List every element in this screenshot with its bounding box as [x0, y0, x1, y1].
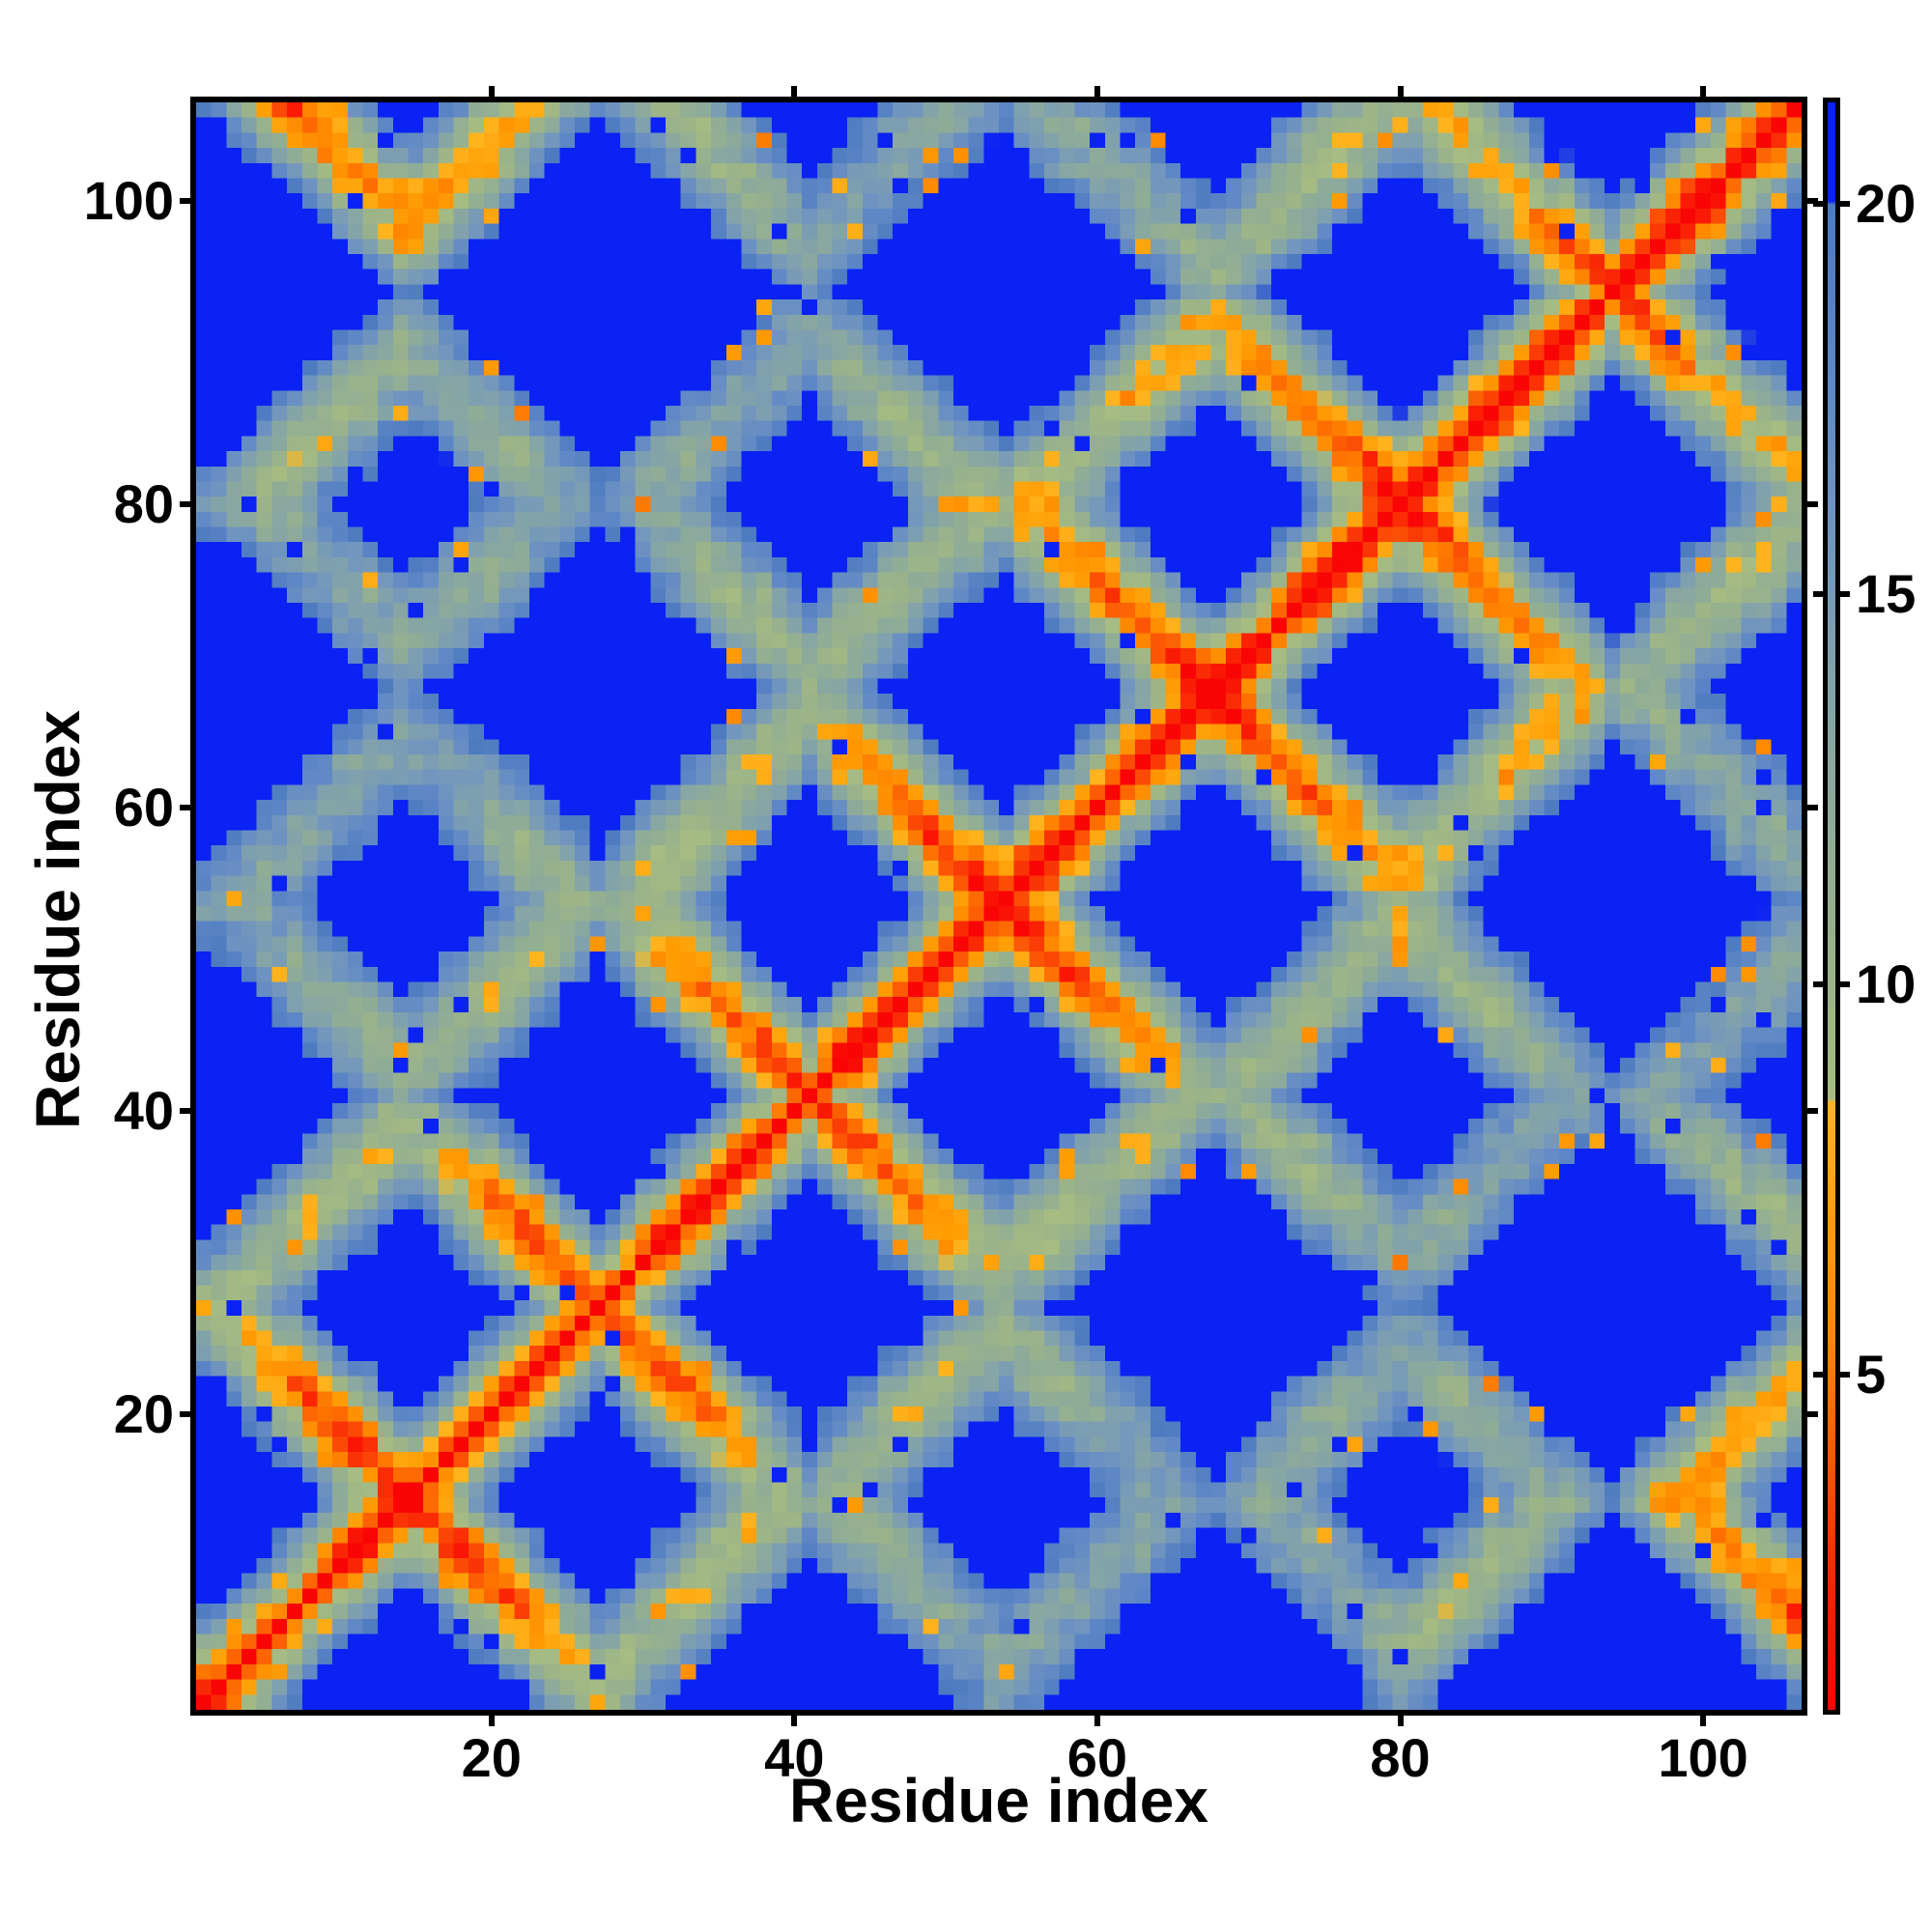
x-tick-label: 20 [461, 1727, 522, 1788]
y-tick-right [1807, 198, 1818, 205]
x-tick-top [791, 86, 798, 97]
x-tick-bottom [1700, 1716, 1707, 1726]
y-tick-label: 80 [113, 473, 174, 534]
x-tick-bottom [791, 1716, 798, 1726]
y-tick-left [180, 501, 190, 507]
y-tick-label: 40 [113, 1079, 174, 1141]
y-tick-label: 20 [113, 1382, 174, 1444]
colorbar-tick-label: 5 [1856, 1343, 1887, 1405]
y-tick-right [1807, 1107, 1818, 1114]
colorbar-tick-label: 10 [1856, 952, 1917, 1014]
y-tick-right [1807, 804, 1818, 810]
y-tick-left [180, 1107, 190, 1114]
y-tick-right [1807, 1410, 1818, 1417]
x-tick-bottom [1397, 1716, 1404, 1726]
colorbar-tick-left [1813, 201, 1823, 207]
y-axis-label: Residue index [23, 710, 93, 1129]
x-axis-label: Residue index [789, 1766, 1208, 1835]
colorbar-tick-left [1813, 1371, 1823, 1378]
x-tick-label: 100 [1658, 1727, 1748, 1788]
x-tick-label: 80 [1370, 1727, 1431, 1788]
heatmap-canvas [196, 102, 1802, 1710]
colorbar-canvas [1828, 102, 1835, 1710]
colorbar [1823, 98, 1840, 1715]
y-tick-left [180, 198, 190, 205]
x-tick-bottom [1094, 1716, 1100, 1726]
colorbar-tick-right [1840, 1371, 1850, 1378]
x-tick-top [1094, 86, 1100, 97]
x-tick-bottom [488, 1716, 495, 1726]
x-tick-label: 60 [1066, 1727, 1128, 1788]
y-tick-left [180, 804, 190, 810]
colorbar-tick-left [1813, 980, 1823, 987]
y-tick-label: 100 [83, 170, 174, 232]
plot-area [190, 97, 1807, 1716]
y-tick-label: 60 [113, 776, 174, 838]
x-tick-top [1397, 86, 1404, 97]
x-tick-label: 40 [764, 1727, 825, 1788]
colorbar-tick-right [1840, 590, 1850, 597]
colorbar-tick-label: 15 [1856, 562, 1917, 624]
y-tick-right [1807, 501, 1818, 507]
x-tick-top [488, 86, 495, 97]
colorbar-tick-left [1813, 590, 1823, 597]
y-tick-left [180, 1410, 190, 1417]
x-tick-top [1700, 86, 1707, 97]
colorbar-tick-label: 20 [1856, 173, 1917, 234]
colorbar-tick-right [1840, 201, 1850, 207]
colorbar-tick-right [1840, 980, 1850, 987]
